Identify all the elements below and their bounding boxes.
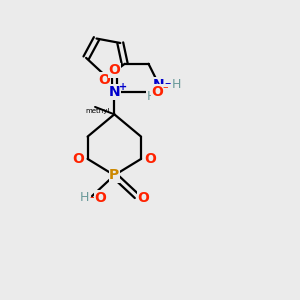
Text: –: – [163,82,168,92]
Text: O: O [108,63,120,77]
Text: H: H [147,90,156,103]
Text: H: H [80,191,89,204]
Text: P: P [109,168,119,182]
Text: O: O [94,190,106,205]
Text: O: O [73,152,85,166]
Text: O: O [152,85,164,99]
Text: N: N [109,85,120,99]
Text: –: – [164,77,170,91]
Text: methyl: methyl [86,108,110,114]
Text: –: – [89,191,95,204]
Text: O: O [99,73,110,87]
Text: +: + [118,82,127,92]
Text: O: O [137,190,149,205]
Text: H: H [172,77,182,91]
Text: O: O [144,152,156,166]
Text: N: N [153,78,165,92]
